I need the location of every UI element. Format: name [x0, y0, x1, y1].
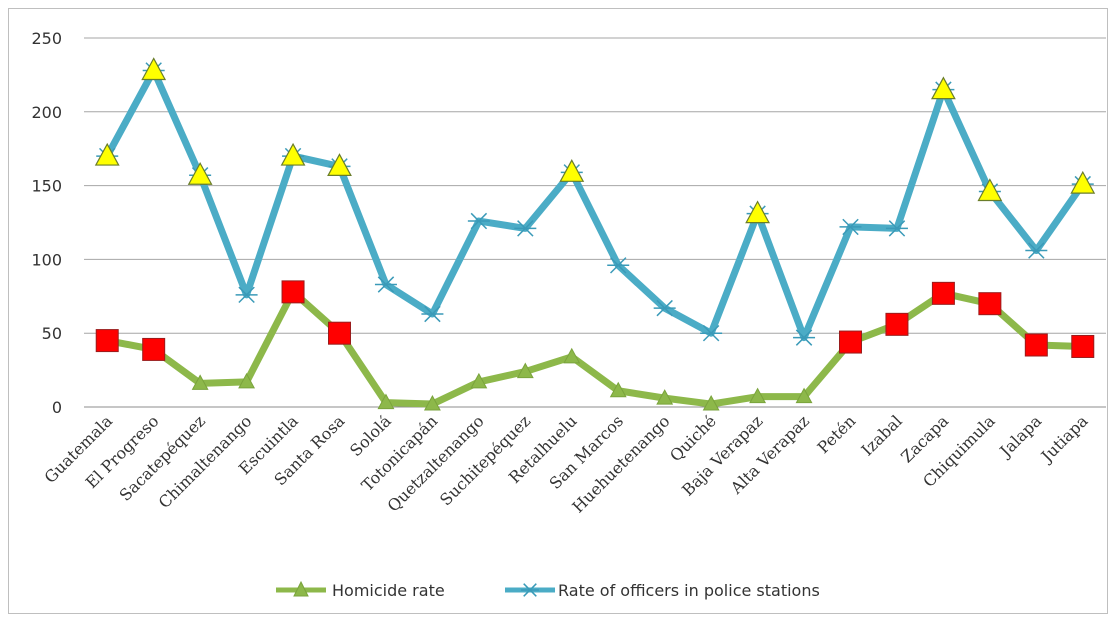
series-line	[103, 66, 1087, 342]
legend-star-marker	[521, 583, 539, 597]
highlight-triangle	[977, 178, 1003, 202]
series-line	[103, 288, 1087, 408]
data-point	[467, 212, 490, 230]
highlight-triangle	[931, 76, 956, 100]
highlight-square	[885, 312, 909, 336]
legend-item-officers: Rate of officers in police stations	[505, 581, 820, 600]
data-point	[516, 362, 534, 379]
star-stroke	[702, 324, 720, 342]
data-point	[191, 374, 209, 390]
data-point	[421, 305, 444, 323]
series-group	[96, 62, 1094, 411]
star-stroke	[842, 218, 859, 236]
highlight-triangle	[94, 142, 120, 166]
y-tick-label: 0	[52, 398, 62, 417]
x-tick-label: Petén	[814, 411, 860, 457]
highlight-square	[328, 321, 351, 345]
x-tick-label: Jalapa	[995, 411, 1046, 462]
data-point	[238, 372, 256, 389]
data-point	[702, 394, 720, 411]
y-tick-label: 100	[31, 250, 62, 269]
data-point	[470, 372, 488, 389]
star-stroke	[795, 329, 813, 346]
highlight-square	[931, 281, 955, 305]
data-point	[885, 220, 908, 237]
data-point	[653, 299, 676, 317]
data-point	[749, 387, 767, 404]
highlight-square	[142, 337, 166, 361]
highlight-triangle	[327, 153, 352, 177]
y-axis: 0 50 100 150 200 250	[31, 29, 62, 417]
highlight-square	[978, 292, 1002, 316]
highlight-triangle	[187, 162, 213, 185]
legend-item-homicide: Homicide rate	[276, 580, 445, 600]
data-point	[423, 394, 441, 411]
chart-frame	[8, 8, 1108, 614]
star-stroke	[656, 299, 673, 317]
y-tick-label: 150	[31, 177, 62, 196]
data-point	[839, 218, 862, 236]
legend-label-homicide: Homicide rate	[332, 581, 445, 600]
legend: Homicide rate Rate of officers in police…	[276, 580, 820, 600]
data-point	[656, 389, 674, 405]
data-point	[795, 387, 813, 404]
star-stroke	[523, 583, 537, 597]
star-stroke	[377, 276, 395, 293]
star-stroke	[1028, 242, 1045, 259]
star-stroke	[609, 257, 627, 274]
data-point	[563, 347, 581, 364]
data-point	[700, 324, 723, 342]
highlight-square	[1071, 334, 1095, 358]
x-tick-label: Baja Verapaz	[678, 411, 766, 499]
legend-triangle-marker	[293, 580, 309, 597]
y-tick-label: 200	[31, 103, 62, 122]
highlight-triangle	[141, 57, 167, 81]
x-tick-label: Jutiapa	[1036, 411, 1092, 467]
highlight-triangle	[559, 159, 585, 182]
highlight-square	[1024, 333, 1048, 357]
highlight-triangle	[745, 200, 770, 224]
highlight-square	[839, 330, 862, 354]
data-point	[514, 220, 537, 237]
star-stroke	[888, 220, 906, 237]
highlight-markers	[94, 57, 1096, 361]
star-stroke	[517, 220, 534, 237]
data-point	[609, 381, 627, 398]
star-stroke	[470, 212, 488, 230]
highlight-square	[281, 280, 305, 304]
data-point	[374, 276, 397, 293]
y-tick-label: 250	[31, 29, 62, 48]
highlight-triangle	[280, 142, 306, 166]
data-point	[377, 393, 395, 410]
y-tick-label: 50	[42, 324, 62, 343]
data-point	[235, 286, 258, 304]
highlight-square	[95, 329, 119, 353]
data-point	[607, 257, 630, 274]
data-point	[1025, 242, 1048, 259]
star-stroke	[424, 305, 441, 323]
gridlines	[84, 37, 1106, 408]
star-stroke	[238, 286, 255, 304]
highlight-triangle	[1070, 170, 1096, 194]
legend-label-officers: Rate of officers in police stations	[558, 581, 820, 600]
data-point	[793, 329, 816, 346]
